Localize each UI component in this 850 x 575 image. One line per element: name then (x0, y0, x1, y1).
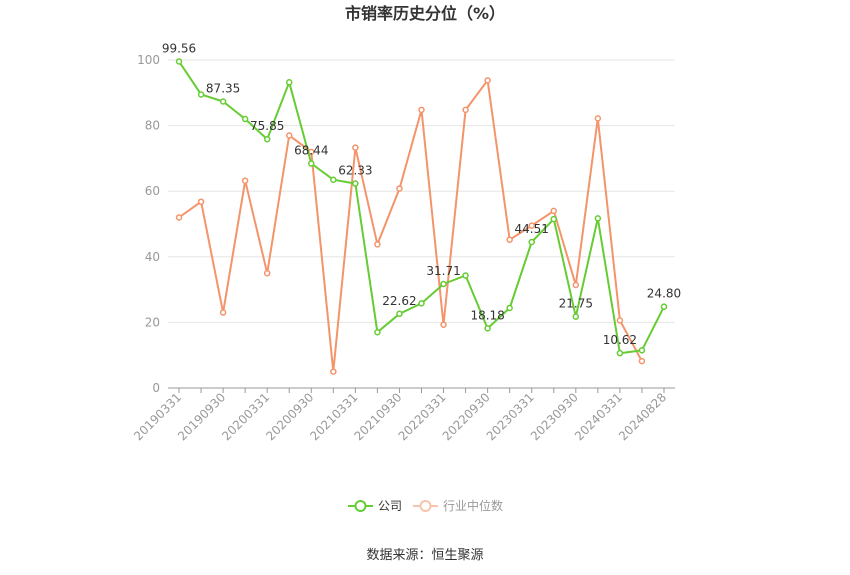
data-point (263, 135, 271, 143)
series-line-1 (178, 79, 643, 373)
legend-label: 行业中位数 (443, 498, 503, 513)
data-point (484, 325, 491, 332)
data-label: 68.44 (294, 144, 328, 158)
data-labels: 99.56 87.35 75.85 68.44 62.33 22.62 31.71 18.18… (162, 41, 681, 347)
x-axis: 2019033120190930202003312020093020210331… (131, 387, 675, 443)
legend-swatch-marker (419, 500, 432, 512)
data-point (374, 241, 381, 248)
data-point (175, 58, 183, 65)
data-point (462, 106, 469, 114)
data-point (484, 77, 491, 84)
data-point (550, 215, 558, 223)
data-label: 24.80 (647, 287, 681, 301)
data-label: 22.62 (382, 294, 416, 308)
data-label: 10.62 (603, 333, 637, 347)
data-point (616, 349, 624, 357)
data-point (175, 214, 183, 221)
data-label: 87.35 (206, 81, 240, 95)
data-point (616, 317, 624, 324)
legend-item-0[interactable]: 公司 (348, 499, 402, 513)
data-point (418, 300, 425, 307)
legend[interactable]: 公司 行业中位数 (348, 498, 503, 513)
y-tick-label: 80 (145, 119, 160, 133)
x-tick-label: 20240828 (616, 390, 669, 443)
data-point (594, 215, 602, 222)
legend-label: 公司 (378, 499, 402, 513)
data-point (550, 207, 558, 215)
data-point (440, 321, 447, 328)
data-point (219, 309, 227, 316)
data-label: 18.18 (470, 308, 504, 322)
data-label: 31.71 (426, 264, 460, 278)
data-source: 数据来源：恒生聚源 (366, 548, 483, 563)
data-point (241, 115, 249, 123)
data-point (462, 272, 469, 279)
y-tick-label: 0 (152, 381, 160, 395)
data-point (506, 236, 513, 243)
y-axis: 0 20 40 60 80 100 (137, 53, 160, 395)
data-point (396, 310, 403, 318)
data-point (396, 185, 403, 192)
data-point (594, 115, 602, 122)
data-point (330, 176, 337, 183)
data-point (352, 144, 359, 151)
data-point (263, 269, 271, 277)
data-point (506, 304, 513, 312)
data-point (330, 368, 337, 375)
y-tick-label: 100 (137, 53, 160, 67)
legend-swatch-marker (354, 500, 367, 512)
y-tick-label: 20 (145, 315, 160, 329)
data-label: 21.75 (559, 297, 593, 311)
series-layer (175, 58, 668, 375)
data-point (352, 180, 359, 187)
data-point (572, 281, 580, 289)
data-point (638, 347, 646, 354)
data-point (241, 177, 249, 184)
data-point (528, 222, 535, 229)
y-tick-label: 60 (145, 184, 160, 198)
data-label: 75.85 (250, 119, 284, 133)
data-point (374, 328, 381, 336)
y-tick-label: 40 (145, 250, 160, 264)
data-point (308, 160, 315, 167)
data-point (197, 198, 205, 205)
legend-item-1[interactable]: 行业中位数 (413, 498, 503, 513)
data-label: 62.33 (338, 164, 372, 178)
data-point (572, 313, 580, 320)
data-label: 44.51 (515, 222, 549, 236)
data-point (197, 91, 205, 98)
data-point (219, 98, 227, 105)
data-point (418, 106, 425, 114)
data-point (638, 357, 646, 365)
data-label: 99.56 (162, 41, 196, 55)
data-point (660, 303, 668, 310)
data-point (285, 132, 293, 139)
data-point (285, 79, 293, 86)
data-point (440, 280, 447, 288)
data-point (528, 238, 535, 246)
chart-title: 市销率历史分位（%） (345, 4, 505, 23)
